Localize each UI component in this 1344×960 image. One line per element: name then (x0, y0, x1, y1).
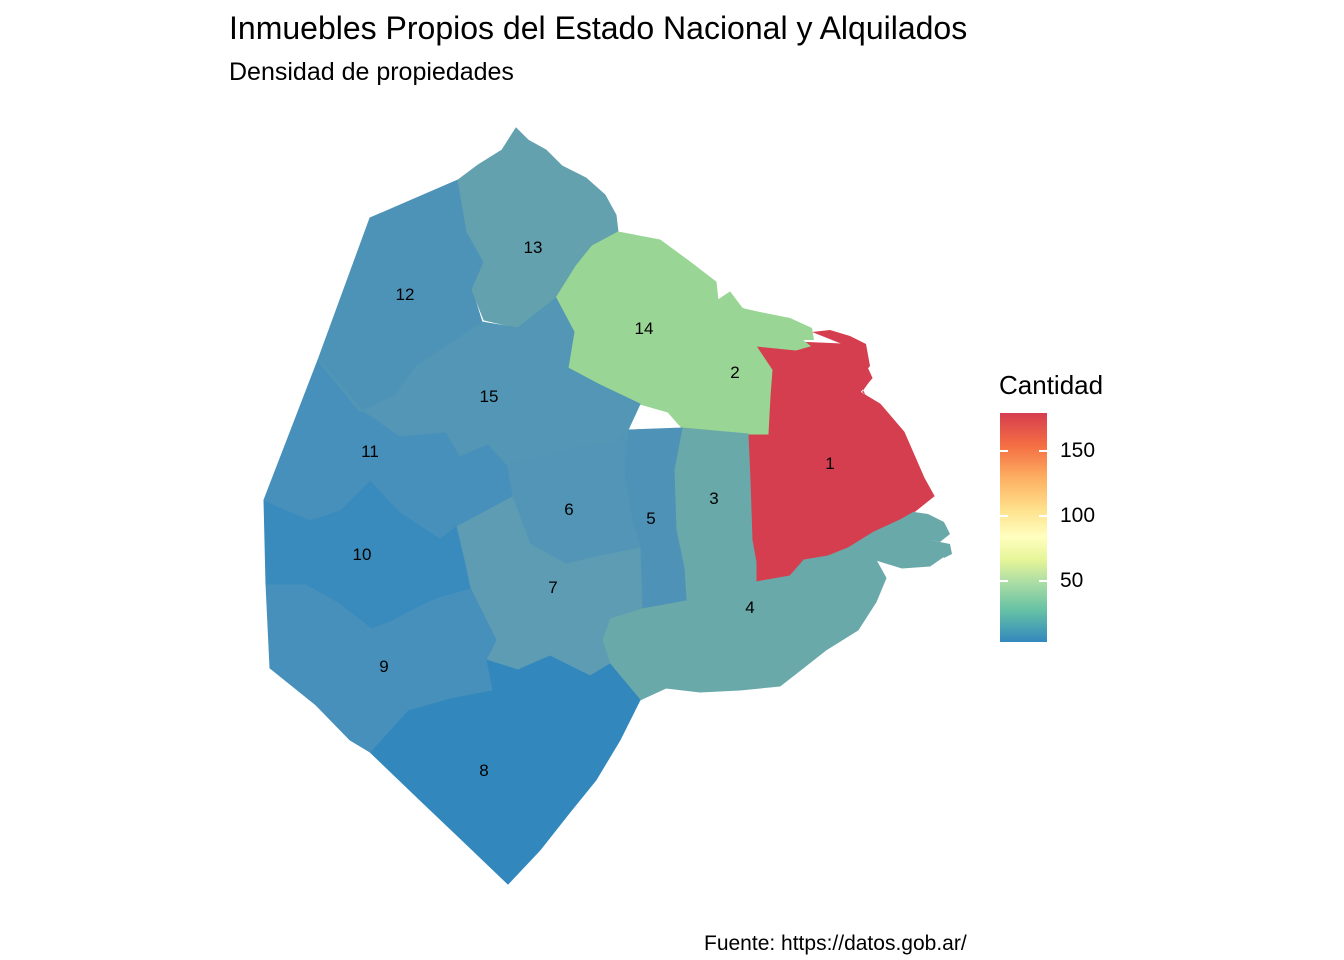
shoreline-detail-1 (742, 308, 814, 340)
legend-tick-100 (1039, 515, 1047, 517)
shoreline-detail-3 (914, 512, 950, 542)
source-caption: Fuente: https://datos.gob.ar/ (704, 932, 967, 955)
legend-color-bar (1000, 413, 1047, 642)
legend-tick-label-50: 50 (1060, 569, 1084, 592)
comuna-label-11: 11 (361, 442, 379, 461)
comuna-label-3: 3 (709, 489, 718, 508)
comuna-label-13: 13 (524, 238, 543, 257)
comuna-label-1: 1 (825, 454, 834, 473)
legend-tick-150 (1000, 450, 1008, 452)
legend-tick-50 (1000, 580, 1008, 582)
comuna-label-9: 9 (379, 657, 388, 676)
comuna-label-15: 15 (480, 387, 499, 406)
comuna-label-10: 10 (353, 545, 372, 564)
legend-tick-100 (1000, 515, 1008, 517)
legend-title: Cantidad (999, 370, 1104, 400)
legend-tick-150 (1039, 450, 1047, 452)
comuna-label-5: 5 (646, 509, 655, 528)
legend-tick-50 (1039, 580, 1047, 582)
legend-tick-label-100: 100 (1060, 504, 1096, 527)
comuna-label-4: 4 (745, 598, 754, 617)
comuna-label-14: 14 (635, 319, 654, 338)
chart-subtitle: Densidad de propiedades (229, 58, 514, 86)
comuna-region-15 (317, 297, 641, 465)
comuna-label-7: 7 (548, 578, 557, 597)
shoreline-detail-2 (812, 330, 882, 408)
legend-tick-label-150: 150 (1060, 439, 1096, 462)
comuna-label-8: 8 (479, 761, 488, 780)
comuna-label-12: 12 (396, 285, 415, 304)
comuna-region-13 (457, 127, 619, 329)
chart-title: Inmuebles Propios del Estado Nacional y … (229, 10, 968, 46)
comuna-label-2: 2 (730, 363, 739, 382)
comuna-label-6: 6 (564, 500, 573, 519)
